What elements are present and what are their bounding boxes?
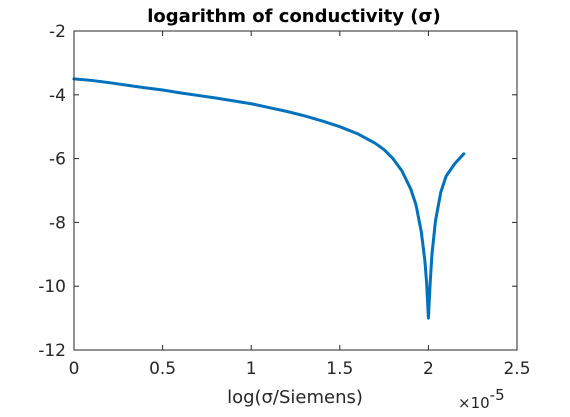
y-tick-label: -10 [38, 277, 66, 297]
x-tick-label: 1.5 [326, 359, 353, 379]
y-tick-label: -2 [49, 22, 66, 42]
axes-box [73, 30, 518, 351]
chart-title: logarithm of conductivity (σ) [147, 6, 441, 27]
y-tick-label: -6 [49, 150, 66, 170]
y-tick-label: -4 [49, 86, 66, 106]
series-line [72, 77, 466, 320]
plot-area-background [74, 31, 517, 350]
x-axis-exponent-base: ×10 [458, 394, 490, 412]
x-tick-label: 2 [423, 359, 434, 379]
y-tick-label: -12 [38, 341, 66, 361]
x-tick-label: 0 [69, 359, 80, 379]
x-axis-exponent-power: -5 [490, 386, 505, 404]
y-axis-tick-labels: -12 -10 -8 -6 -4 -2 [38, 22, 66, 361]
x-axis-exponent: ×10-5 [458, 386, 505, 412]
series-layer [72, 77, 466, 320]
y-tick-label: -8 [49, 213, 66, 233]
x-tick-label: 0.5 [149, 359, 176, 379]
x-axis-label: log(σ/Siemens) [227, 387, 363, 408]
x-tick-label: 2.5 [503, 359, 530, 379]
x-tick-label: 1 [246, 359, 257, 379]
x-axis-tick-labels: 0 0.5 1 1.5 2 2.5 [69, 359, 531, 379]
